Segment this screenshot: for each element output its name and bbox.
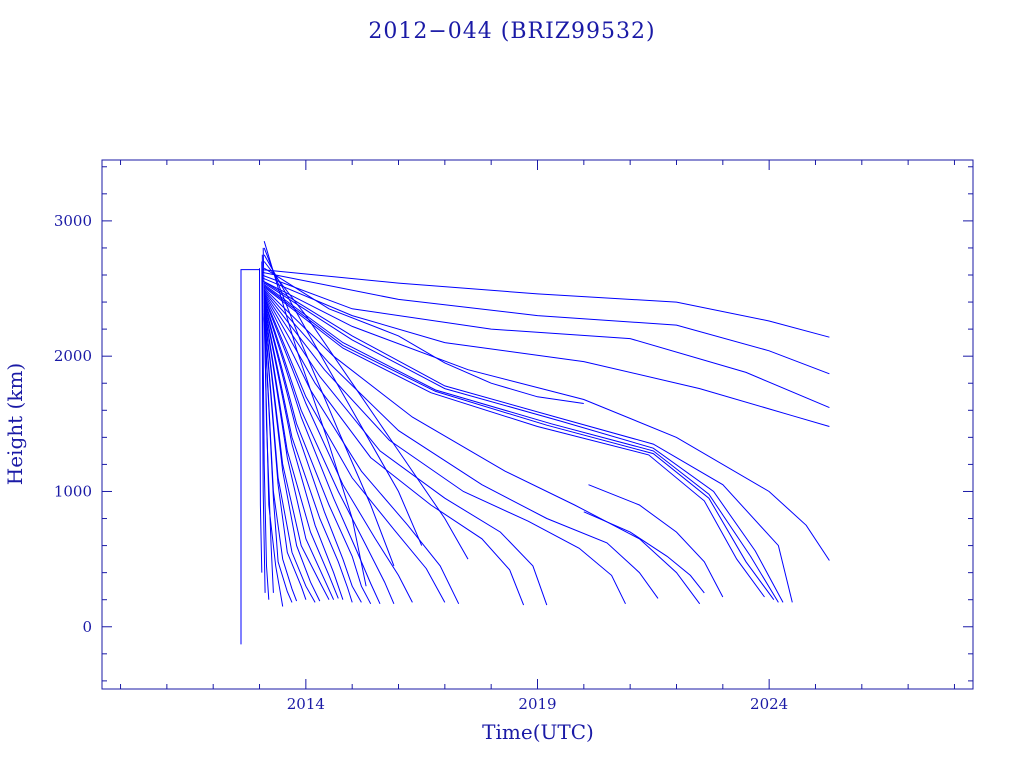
series-line-15 bbox=[263, 289, 659, 599]
series-line-6 bbox=[261, 279, 830, 561]
series-line-25 bbox=[263, 303, 362, 603]
series-line-14 bbox=[263, 288, 701, 605]
series-line-30 bbox=[263, 310, 330, 600]
y-tick-label: 3000 bbox=[54, 212, 92, 230]
x-axis-label: Time(UTC) bbox=[482, 720, 594, 744]
x-tick-label: 2014 bbox=[287, 695, 325, 713]
series-line-38 bbox=[261, 254, 270, 600]
series-line-3 bbox=[261, 271, 830, 375]
series-line-24 bbox=[263, 301, 372, 605]
series-line-37 bbox=[262, 247, 274, 593]
series-line-10 bbox=[263, 285, 775, 600]
axis-tick-labels: 2014 2019 2024 0 1000 2000 3000 bbox=[54, 212, 788, 713]
series-line-13 bbox=[583, 511, 705, 594]
series-line-41 bbox=[263, 267, 584, 404]
series-line-7 bbox=[263, 281, 793, 603]
series-line-35 bbox=[263, 316, 293, 603]
y-tick-label: 1000 bbox=[54, 482, 92, 500]
series-line-27 bbox=[263, 306, 344, 600]
series-line-21 bbox=[263, 297, 413, 603]
plot-frame bbox=[101, 159, 974, 690]
series-line-18 bbox=[263, 293, 525, 606]
series-line-5 bbox=[261, 277, 830, 427]
series-line-4 bbox=[261, 274, 830, 409]
series-line-28 bbox=[263, 307, 339, 599]
series-line-33 bbox=[263, 314, 307, 600]
series-line-31 bbox=[263, 311, 321, 602]
series-line-12 bbox=[588, 484, 724, 598]
series-line-11 bbox=[263, 286, 765, 598]
x-tick-label: 2019 bbox=[518, 695, 556, 713]
series-line-29 bbox=[263, 308, 335, 600]
series-line-19 bbox=[263, 295, 460, 605]
series-line-20 bbox=[263, 296, 446, 603]
x-tick-label: 2024 bbox=[750, 695, 788, 713]
series-line-34 bbox=[263, 315, 298, 602]
series-line-9 bbox=[263, 284, 779, 603]
series-line-1 bbox=[240, 269, 260, 645]
series-line-26 bbox=[263, 304, 353, 603]
series-line-42 bbox=[263, 261, 469, 560]
series-line-22 bbox=[263, 299, 395, 604]
series-line-39 bbox=[261, 261, 266, 593]
series-group bbox=[240, 241, 830, 645]
y-tick-label: 0 bbox=[82, 618, 92, 636]
chart-title: 2012−044 (BRIZ99532) bbox=[368, 19, 655, 44]
series-line-44 bbox=[263, 247, 395, 567]
y-axis-label: Height (km) bbox=[3, 363, 27, 485]
series-line-43 bbox=[263, 254, 423, 546]
y-tick-label: 2000 bbox=[54, 347, 92, 365]
series-line-23 bbox=[263, 300, 381, 605]
series-line-2 bbox=[261, 269, 830, 338]
series-line-40 bbox=[259, 268, 263, 573]
series-line-17 bbox=[263, 292, 548, 606]
series-line-8 bbox=[263, 282, 784, 603]
axis-ticks bbox=[102, 160, 973, 689]
series-line-45 bbox=[263, 241, 367, 587]
